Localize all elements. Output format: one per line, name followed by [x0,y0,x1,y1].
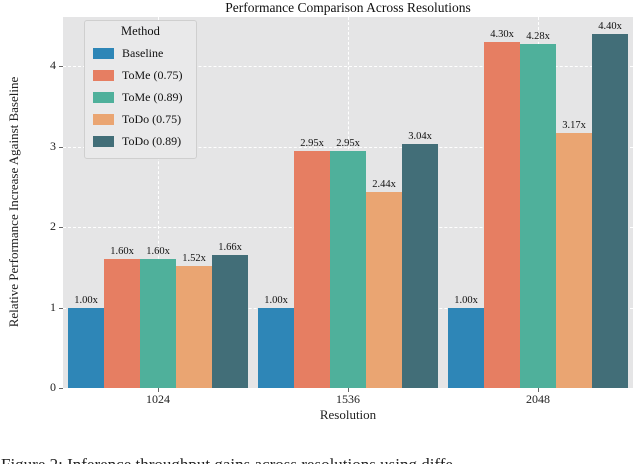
bar-value-label: 1.00x [74,295,98,306]
bar-value-label: 3.04x [408,131,432,142]
y-tick-label: 3 [50,138,56,153]
bar [258,308,294,388]
bar-value-label: 2.95x [336,138,360,149]
bar-value-label: 1.60x [110,246,134,257]
x-tick-mark [348,388,349,392]
legend-item: Baseline [93,42,188,64]
legend: Method Baseline ToMe (0.75) ToMe (0.89) ToD… [84,20,197,159]
legend-swatch [93,47,114,59]
bar-value-label: 4.28x [526,31,550,42]
bar [330,151,366,388]
legend-item: ToDo (0.89) [93,130,188,152]
bar [140,259,176,388]
y-tick-label: 4 [50,58,56,73]
y-tick-mark [59,66,63,68]
plot-area: 1.00x 1.60x 1.60x 1.52x 1.66x 1.00x 2.95x 2.95x… [63,17,633,388]
legend-label: ToDo (0.89) [122,133,182,148]
bar [556,133,592,388]
figure-caption: Figure 2: Inference throughput gains acr… [1,454,640,464]
bar-value-label: 1.52x [182,253,206,264]
bar-value-label: 1.66x [218,242,242,253]
x-tick-label: 2048 [526,392,550,406]
v-gridline [158,17,159,388]
bar [402,144,438,388]
bar-value-label: 4.30x [490,29,514,40]
legend-items: Baseline ToMe (0.75) ToMe (0.89) ToDo (0.75… [93,42,188,152]
y-axis-label: Relative Performance Increase Against Ba… [6,76,21,328]
bar [294,151,330,388]
legend-label: ToMe (0.89) [122,89,183,104]
legend-label: Baseline [122,45,164,60]
y-tick-label: 2 [50,219,56,234]
bar [104,259,140,388]
y-tick-label: 0 [50,380,56,394]
bar-group: 1.00x 1.60x 1.60x 1.52x 1.66x [68,17,248,388]
bar [176,266,212,388]
legend-swatch [93,113,114,125]
bar [366,192,402,388]
x-tick-label: 1024 [146,392,170,406]
legend-item: ToMe (0.89) [93,86,188,108]
bar-value-label: 1.00x [454,295,478,306]
y-tick-mark [59,227,63,229]
bar-value-label: 1.00x [264,295,288,306]
bar-value-label: 3.17x [562,120,586,131]
x-tick-mark [538,388,539,392]
bar-value-label: 4.40x [598,21,622,32]
legend-title: Method [121,24,160,38]
legend-label: ToMe (0.75) [122,67,183,82]
bar [520,44,556,388]
legend-swatch [93,135,114,147]
bar-value-label: 1.60x [146,246,170,257]
bar-value-label: 2.95x [300,138,324,149]
legend-swatch [93,91,114,103]
bar-value-label: 2.44x [372,179,396,190]
bar [484,42,520,388]
legend-swatch [93,69,114,81]
legend-item: ToDo (0.75) [93,108,188,130]
legend-item: ToMe (0.75) [93,64,188,86]
chart-title: Performance Comparison Across Resolution… [225,0,471,15]
bar [448,308,484,388]
bar [592,34,628,388]
bar [68,308,104,388]
x-axis-label: Resolution [319,407,377,422]
y-tick-mark [59,307,63,309]
bar [212,255,248,388]
x-tick-label: 1536 [336,392,360,406]
y-tick-label: 1 [50,299,56,314]
legend-label: ToDo (0.75) [122,111,182,126]
x-tick-mark [158,388,159,392]
bar-group: 1.00x 4.30x 4.28x 3.17x 4.40x [448,17,628,388]
y-tick-mark [59,146,63,148]
y-tick-mark [59,388,63,389]
bar-group: 1.00x 2.95x 2.95x 2.44x 3.04x [258,17,438,388]
